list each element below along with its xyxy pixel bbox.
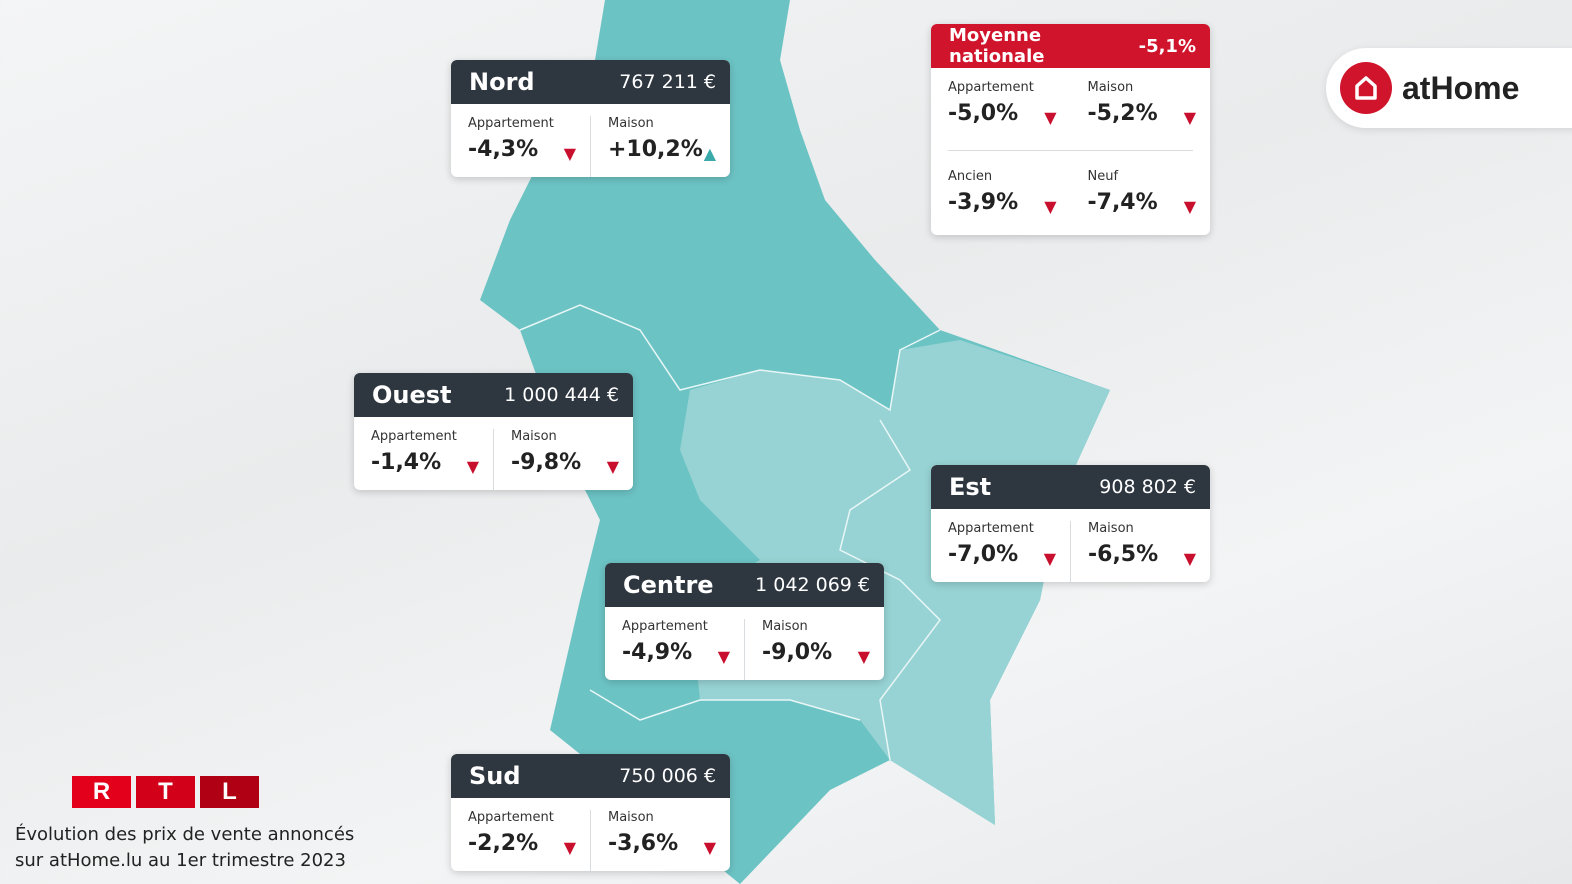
rtl-letter: L bbox=[200, 776, 259, 808]
apt-change: Appartement -7,0% ▼ bbox=[931, 521, 1070, 582]
logo-text: atHome bbox=[1402, 69, 1520, 106]
apt-change: Appartement -4,3% ▼ bbox=[451, 116, 590, 177]
region-price: 908 802 € bbox=[1099, 476, 1196, 498]
value: -4,3% bbox=[468, 137, 539, 162]
map-border-sud bbox=[589, 689, 861, 721]
value: -5,2% bbox=[1087, 101, 1158, 126]
label: Appartement bbox=[948, 80, 1034, 95]
caption-line: Évolution des prix de vente annoncés bbox=[15, 824, 355, 845]
divider bbox=[948, 150, 1193, 151]
value: +10,2% bbox=[608, 137, 703, 162]
down-arrow-icon: ▼ bbox=[563, 144, 576, 163]
maison-change: Maison +10,2% ▲ bbox=[590, 116, 730, 177]
label: Appartement bbox=[468, 810, 554, 825]
region-card-sud: Sud 750 006 € Appartement -2,2% ▼ Maison -3,… bbox=[451, 754, 730, 871]
label: Appartement bbox=[948, 521, 1034, 536]
region-name: Centre bbox=[623, 571, 714, 599]
region-price: 1 042 069 € bbox=[755, 574, 870, 596]
down-arrow-icon: ▼ bbox=[857, 647, 870, 666]
value: -1,4% bbox=[371, 450, 442, 475]
rtl-letter: R bbox=[72, 776, 131, 808]
region-name: Est bbox=[949, 473, 992, 501]
value: -5,0% bbox=[948, 101, 1019, 126]
national-value: -5,1% bbox=[1138, 35, 1196, 57]
up-arrow-icon: ▲ bbox=[703, 144, 716, 163]
label: Maison bbox=[1087, 80, 1134, 95]
value: -2,2% bbox=[468, 831, 539, 856]
maison-change: Maison -6,5% ▼ bbox=[1070, 521, 1210, 582]
region-card-est: Est 908 802 € Appartement -7,0% ▼ Maison -6,… bbox=[931, 465, 1210, 582]
down-arrow-icon: ▼ bbox=[466, 457, 479, 476]
house-icon bbox=[1340, 62, 1392, 114]
caption: Évolution des prix de vente annoncés sur… bbox=[15, 822, 354, 874]
caption-line: sur atHome.lu au 1er trimestre 2023 bbox=[15, 850, 346, 871]
down-arrow-icon: ▼ bbox=[1044, 108, 1057, 127]
maison-change: Maison -9,0% ▼ bbox=[744, 619, 884, 680]
value: -3,6% bbox=[608, 831, 679, 856]
down-arrow-icon: ▼ bbox=[1183, 108, 1196, 127]
down-arrow-icon: ▼ bbox=[563, 838, 576, 857]
label: Neuf bbox=[1087, 169, 1119, 184]
label: Maison bbox=[762, 619, 808, 634]
region-card-nord: Nord 767 211 € Appartement -4,3% ▼ Maison +1… bbox=[451, 60, 730, 177]
athome-logo: atHome bbox=[1326, 48, 1572, 128]
label: Maison bbox=[511, 429, 557, 444]
value: -4,9% bbox=[622, 640, 693, 665]
value: -3,9% bbox=[948, 190, 1019, 215]
apt-change: Appartement -4,9% ▼ bbox=[605, 619, 744, 680]
map-borders bbox=[519, 304, 941, 412]
label: Appartement bbox=[371, 429, 457, 444]
down-arrow-icon: ▼ bbox=[1183, 197, 1196, 216]
rtl-letter: T bbox=[136, 776, 195, 808]
region-price: 750 006 € bbox=[619, 765, 716, 787]
region-price: 1 000 444 € bbox=[504, 384, 619, 406]
label: Appartement bbox=[622, 619, 708, 634]
maison-change: Maison -9,8% ▼ bbox=[493, 429, 633, 490]
national-apt: Appartement -5,0% ▼ bbox=[931, 80, 1071, 150]
label: Ancien bbox=[948, 169, 993, 184]
value: -7,4% bbox=[1087, 190, 1158, 215]
apt-change: Appartement -1,4% ▼ bbox=[354, 429, 493, 490]
region-name: Ouest bbox=[372, 381, 452, 409]
down-arrow-icon: ▼ bbox=[606, 457, 619, 476]
rtl-logo: R T L bbox=[72, 776, 259, 808]
national-title: Moyenne nationale bbox=[949, 25, 1045, 67]
label: Maison bbox=[608, 810, 654, 825]
region-price: 767 211 € bbox=[619, 71, 716, 93]
label: Appartement bbox=[468, 116, 554, 131]
national-average-card: Moyenne nationale -5,1% Appartement -5,0% ▼… bbox=[931, 24, 1210, 235]
down-arrow-icon: ▼ bbox=[1183, 549, 1196, 568]
down-arrow-icon: ▼ bbox=[1043, 549, 1056, 568]
region-name: Nord bbox=[469, 68, 535, 96]
down-arrow-icon: ▼ bbox=[717, 647, 730, 666]
national-ancien: Ancien -3,9% ▼ bbox=[931, 169, 1071, 233]
region-card-centre: Centre 1 042 069 € Appartement -4,9% ▼ Mais… bbox=[605, 563, 884, 680]
region-card-ouest: Ouest 1 000 444 € Appartement -1,4% ▼ Maiso… bbox=[354, 373, 633, 490]
region-name: Sud bbox=[469, 762, 521, 790]
label: Maison bbox=[1088, 521, 1134, 536]
maison-change: Maison -3,6% ▼ bbox=[590, 810, 730, 871]
apt-change: Appartement -2,2% ▼ bbox=[451, 810, 590, 871]
value: -9,0% bbox=[762, 640, 833, 665]
national-neuf: Neuf -7,4% ▼ bbox=[1071, 169, 1211, 233]
value: -7,0% bbox=[948, 542, 1019, 567]
value: -6,5% bbox=[1088, 542, 1159, 567]
label: Maison bbox=[608, 116, 654, 131]
map-region-centre-est bbox=[680, 340, 1110, 825]
down-arrow-icon: ▼ bbox=[703, 838, 716, 857]
value: -9,8% bbox=[511, 450, 582, 475]
national-maison: Maison -5,2% ▼ bbox=[1071, 80, 1211, 150]
down-arrow-icon: ▼ bbox=[1044, 197, 1057, 216]
